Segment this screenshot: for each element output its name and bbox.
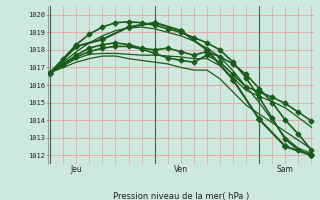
Text: Sam: Sam xyxy=(277,165,294,174)
Text: Pression niveau de la mer( hPa ): Pression niveau de la mer( hPa ) xyxy=(113,192,249,200)
Text: Ven: Ven xyxy=(174,165,188,174)
Text: Jeu: Jeu xyxy=(70,165,82,174)
